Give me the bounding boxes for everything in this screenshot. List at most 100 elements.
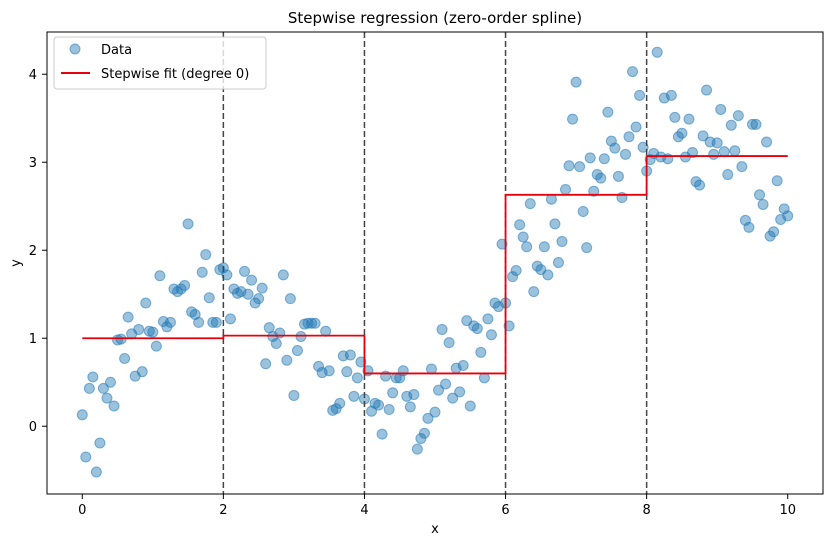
data-point	[447, 392, 459, 404]
data-point	[443, 337, 455, 349]
data-point	[270, 338, 282, 350]
x-tick-label: 4	[360, 503, 368, 518]
data-point	[200, 249, 212, 261]
data-point	[373, 399, 385, 411]
y-tick-label: 3	[29, 156, 37, 171]
data-point	[746, 118, 758, 130]
data-point	[210, 316, 222, 328]
data-point	[97, 382, 109, 394]
data-point	[524, 198, 536, 210]
data-point	[521, 241, 533, 253]
data-point	[309, 317, 321, 329]
data-point	[538, 241, 550, 253]
data-point	[344, 349, 356, 361]
data-point	[609, 142, 621, 154]
data-point	[76, 409, 88, 421]
legend-label-data: Data	[101, 43, 132, 58]
data-point	[517, 231, 529, 243]
data-point	[387, 387, 399, 399]
data-point	[136, 366, 148, 378]
data-point	[729, 145, 741, 157]
data-point	[570, 76, 582, 88]
data-point	[164, 316, 176, 328]
y-tick-label: 4	[29, 68, 37, 83]
data-point	[665, 89, 677, 101]
data-point	[503, 320, 515, 332]
data-point	[485, 329, 497, 341]
data-point	[119, 352, 131, 364]
data-point	[694, 179, 706, 191]
data-point	[433, 384, 445, 396]
legend-frame	[53, 36, 267, 90]
data-point	[104, 376, 116, 388]
data-point	[348, 390, 360, 402]
data-point	[87, 371, 99, 383]
data-point	[383, 404, 395, 416]
data-point	[754, 189, 766, 201]
data-point	[708, 148, 720, 160]
data-point	[108, 400, 120, 412]
data-point	[619, 148, 631, 160]
data-point	[239, 265, 251, 277]
data-point	[122, 311, 134, 323]
x-tick-label: 2	[219, 503, 227, 518]
data-point	[507, 271, 519, 283]
x-axis-label: x	[431, 522, 439, 537]
data-point	[598, 153, 610, 165]
data-point	[94, 437, 106, 449]
data-point	[782, 210, 794, 222]
data-point	[676, 127, 688, 139]
data-point	[584, 152, 596, 164]
stepwise-fit-line	[82, 155, 788, 375]
data-point	[418, 427, 430, 439]
y-tick-label: 1	[29, 332, 37, 347]
data-point	[761, 136, 773, 148]
data-point	[552, 257, 564, 269]
data-point	[306, 317, 318, 329]
data-point	[560, 184, 572, 196]
data-point	[722, 169, 734, 181]
data-point	[411, 443, 423, 455]
data-point	[341, 366, 353, 378]
data-point	[422, 412, 434, 424]
data-point	[471, 323, 483, 335]
data-point	[644, 154, 656, 166]
data-point	[83, 382, 95, 394]
data-point	[743, 221, 755, 233]
data-point	[221, 269, 233, 281]
data-point	[669, 111, 681, 123]
data-point	[429, 406, 441, 418]
data-point	[323, 365, 335, 377]
data-point	[701, 84, 713, 96]
data-point	[637, 141, 649, 153]
data-point	[771, 175, 783, 187]
data-point	[457, 360, 469, 372]
data-point	[697, 130, 709, 142]
data-point	[284, 293, 296, 305]
data-point	[281, 354, 293, 366]
data-point	[563, 160, 575, 172]
data-point	[408, 389, 420, 401]
data-point	[711, 137, 723, 149]
data-point	[207, 316, 219, 328]
data-point	[732, 110, 744, 122]
data-point	[514, 219, 526, 231]
data-point	[313, 360, 325, 372]
data-point	[496, 238, 508, 250]
data-point	[627, 66, 639, 78]
data-point	[602, 106, 614, 118]
data-point	[246, 274, 258, 286]
x-tick-label: 8	[642, 503, 650, 518]
data-point	[351, 372, 363, 384]
data-point	[556, 235, 568, 247]
data-point	[260, 358, 272, 370]
data-point	[623, 131, 635, 143]
data-point	[542, 269, 554, 281]
data-point	[404, 401, 416, 413]
data-point	[577, 206, 589, 218]
y-tick-label: 0	[29, 420, 37, 435]
data-point	[634, 89, 646, 101]
data-point	[242, 288, 254, 300]
data-point	[150, 340, 162, 352]
